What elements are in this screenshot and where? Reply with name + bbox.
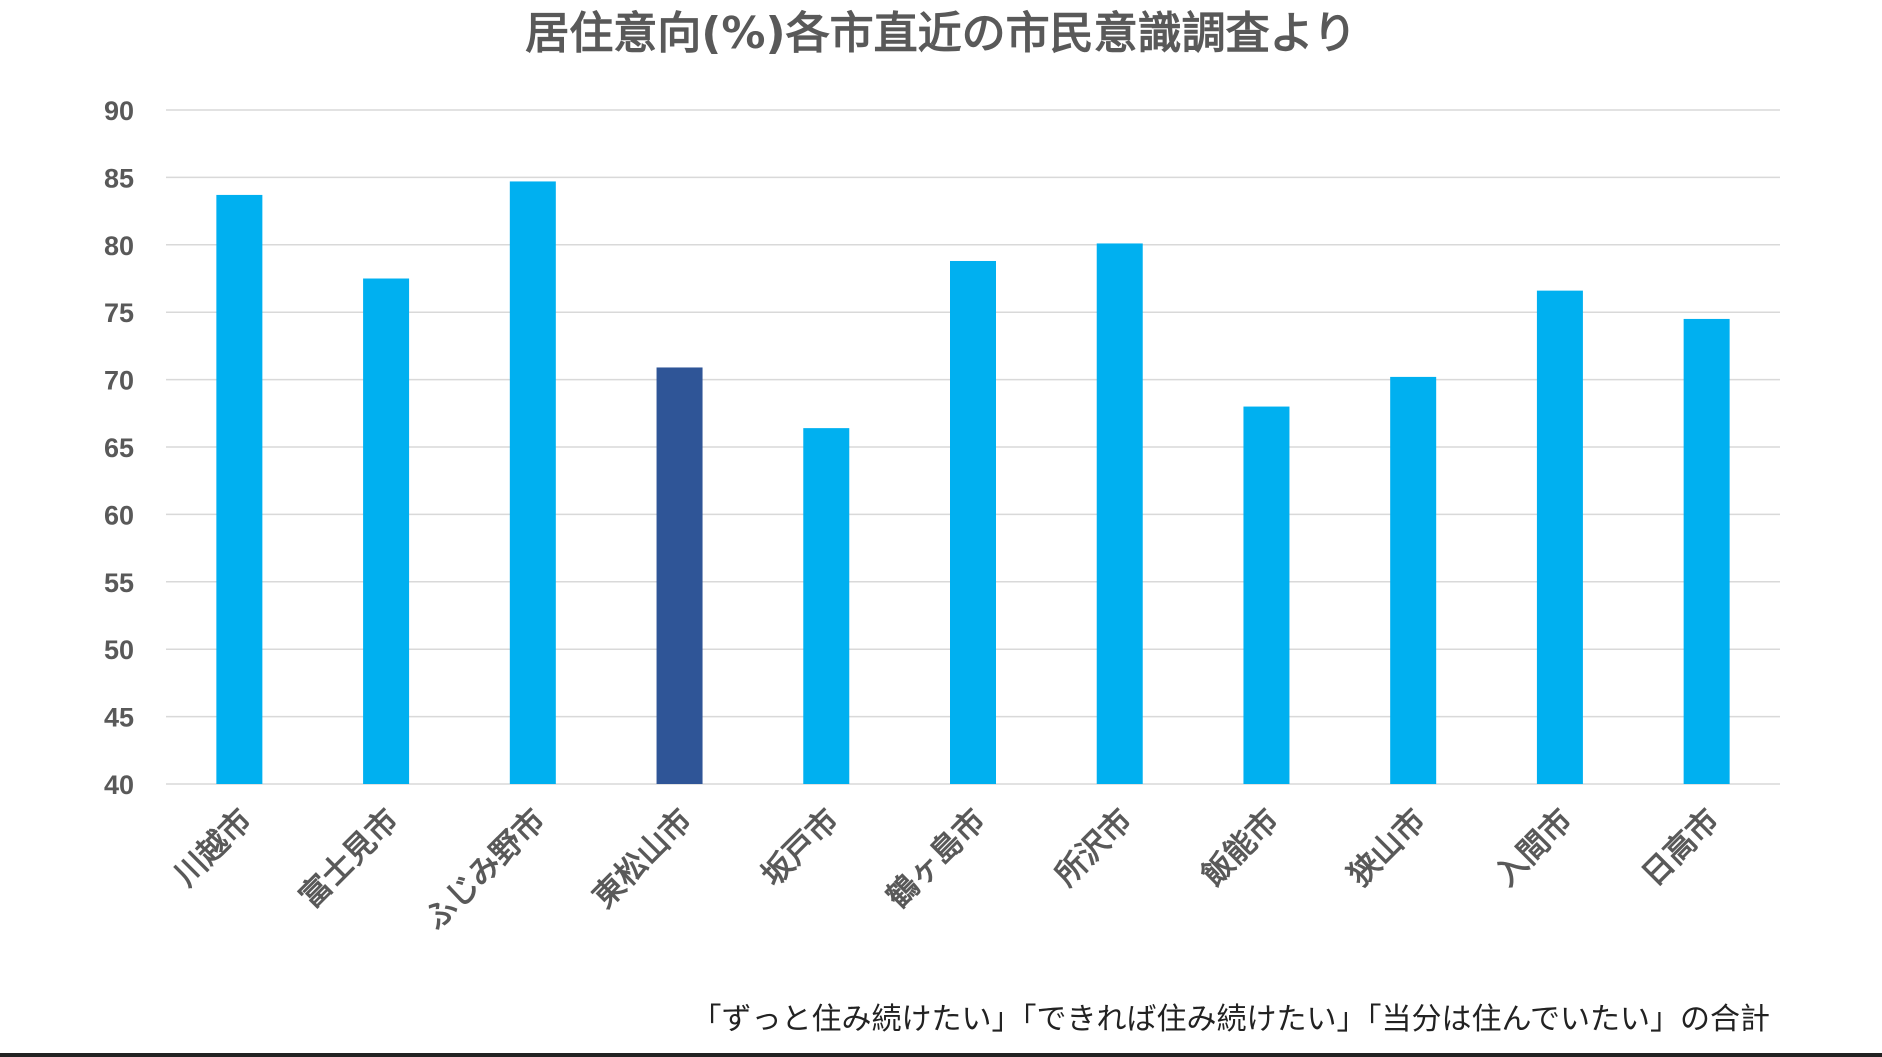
bar-8 xyxy=(1243,406,1290,784)
bars xyxy=(216,181,1730,785)
x-tick-label: 日高市 xyxy=(1635,802,1726,893)
y-tick-label: 40 xyxy=(104,770,134,800)
x-tick-label: 入間市 xyxy=(1488,802,1579,893)
bar-2 xyxy=(363,278,410,784)
y-tick-label: 55 xyxy=(104,568,134,598)
bar-6 xyxy=(950,260,996,784)
x-tick-label: 所沢市 xyxy=(1048,802,1139,893)
y-tick-label: 60 xyxy=(104,500,134,530)
y-tick-label: 45 xyxy=(104,703,134,733)
x-axis-labels: 川越市 富士見市 ふじみ野市 東松山市 坂戸市 鶴ヶ島市 所沢市 飯能市 狭山市 入間市 日高市 xyxy=(168,802,1726,937)
x-tick-label: 富士見市 xyxy=(293,802,406,915)
bar-11 xyxy=(1683,318,1730,784)
y-tick-label: 80 xyxy=(104,231,134,261)
chart-title: 居住意向(%)各市直近の市民意識調査より xyxy=(525,8,1356,59)
x-tick-label: 東松山市 xyxy=(586,802,699,915)
y-tick-label: 90 xyxy=(104,96,134,126)
y-tick-label: 85 xyxy=(104,163,134,193)
y-tick-label: 65 xyxy=(104,433,134,463)
bottom-rule xyxy=(0,1053,1882,1057)
bar-10 xyxy=(1536,290,1583,784)
bar-4 xyxy=(656,367,703,784)
y-tick-label: 70 xyxy=(104,366,134,396)
x-tick-label: 川越市 xyxy=(168,802,259,893)
y-axis-ticks: 40 45 50 55 60 65 70 75 80 85 90 xyxy=(104,96,134,800)
bar-7 xyxy=(1096,243,1143,784)
x-tick-label: 鶴ヶ島市 xyxy=(880,802,993,915)
bar-3 xyxy=(509,181,556,785)
y-tick-label: 50 xyxy=(104,635,134,665)
x-tick-label: ふじみ野市 xyxy=(417,802,552,937)
chart-footnote: 「ずっと住み続けたい」「できれば住み続けたい」「当分は住んでいたい」の合計 xyxy=(692,1002,1771,1037)
bar-9 xyxy=(1390,376,1437,784)
x-tick-label: 飯能市 xyxy=(1195,802,1286,893)
bar-1 xyxy=(216,194,263,784)
y-tick-label: 75 xyxy=(104,298,134,328)
x-tick-label: 狭山市 xyxy=(1342,802,1433,893)
bar-5 xyxy=(803,428,850,784)
x-tick-label: 坂戸市 xyxy=(755,802,846,893)
